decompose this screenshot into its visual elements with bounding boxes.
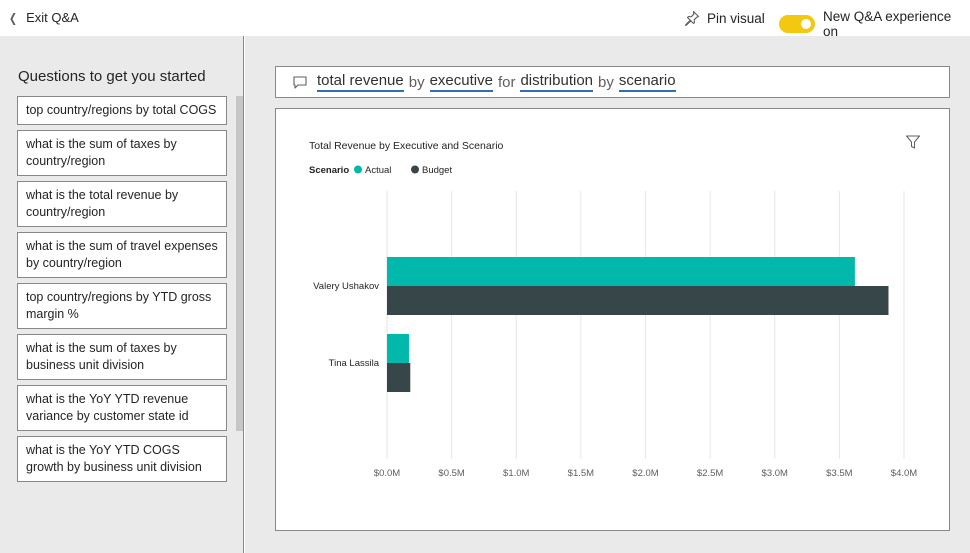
suggested-question[interactable]: what is the sum of travel expenses by co… <box>17 232 227 278</box>
bar-actual <box>387 334 409 363</box>
qna-main-area: total revenue by executive for distribut… <box>245 36 970 553</box>
legend-label-budget: Budget <box>422 165 452 176</box>
bar-budget <box>387 286 889 315</box>
questions-panel: Questions to get you started top country… <box>0 36 244 553</box>
chart-title: Total Revenue by Executive and Scenario <box>309 140 504 152</box>
query-token-scenario[interactable]: scenario <box>618 72 676 92</box>
pin-visual-button[interactable]: Pin visual <box>684 10 765 26</box>
query-word: by <box>408 73 425 91</box>
category-label: Tina Lassila <box>329 358 380 369</box>
question-input[interactable]: total revenue by executive for distribut… <box>275 66 950 98</box>
suggested-question[interactable]: what is the sum of taxes by business uni… <box>17 334 227 380</box>
qna-visual: Total Revenue by Executive and Scenario S… <box>275 108 950 531</box>
new-qna-toggle-group: New Q&A experience on <box>779 9 970 39</box>
legend-title: Scenario <box>309 165 349 176</box>
x-tick-label: $4.0M <box>891 468 917 479</box>
bar-actual <box>387 257 855 286</box>
bar-budget <box>387 363 411 392</box>
x-tick-label: $1.0M <box>503 468 529 479</box>
chevron-left-icon: ❮ <box>9 10 18 25</box>
chat-bubble-icon <box>293 76 307 89</box>
x-tick-label: $2.5M <box>697 468 723 479</box>
suggested-question[interactable]: top country/regions by YTD gross margin … <box>17 283 227 329</box>
toggle-knob <box>800 19 811 29</box>
x-tick-label: $0.0M <box>374 468 400 479</box>
suggested-question[interactable]: what is the YoY YTD revenue variance by … <box>17 385 227 431</box>
pin-visual-label: Pin visual <box>707 10 765 26</box>
x-tick-label: $3.0M <box>762 468 788 479</box>
new-qna-toggle[interactable] <box>779 15 815 33</box>
query-token-distribution[interactable]: distribution <box>520 72 594 92</box>
x-tick-label: $1.5M <box>568 468 594 479</box>
new-qna-toggle-label: New Q&A experience on <box>822 9 952 39</box>
suggested-question[interactable]: what is the total revenue by country/reg… <box>17 181 227 227</box>
exit-qna-label: Exit Q&A <box>26 10 79 25</box>
suggested-question[interactable]: top country/regions by total COGS <box>17 96 227 125</box>
legend-marker-actual <box>354 165 362 174</box>
suggested-question[interactable]: what is the YoY YTD COGS growth by busin… <box>17 436 227 482</box>
filter-icon[interactable] <box>905 134 921 150</box>
query-word: for <box>497 73 516 91</box>
exit-qna-button[interactable]: ❮ Exit Q&A <box>8 10 79 25</box>
questions-panel-title: Questions to get you started <box>18 68 206 85</box>
query-word: by <box>598 73 614 91</box>
x-tick-label: $3.5M <box>826 468 852 479</box>
query-token-executive[interactable]: executive <box>429 72 493 92</box>
bar-chart: Total Revenue by Executive and Scenario S… <box>309 140 917 479</box>
legend-label-actual: Actual <box>365 165 391 176</box>
x-tick-label: $2.0M <box>632 468 658 479</box>
legend-marker-budget <box>411 165 419 174</box>
suggested-question[interactable]: what is the sum of taxes by country/regi… <box>17 130 227 176</box>
questions-scrollbar[interactable] <box>236 96 243 431</box>
category-label: Valery Ushakov <box>313 281 379 292</box>
query-token-total-revenue[interactable]: total revenue <box>317 72 404 92</box>
x-tick-label: $0.5M <box>438 468 464 479</box>
suggested-questions-list: top country/regions by total COGS what i… <box>17 96 227 487</box>
top-bar: ❮ Exit Q&A Pin visual New Q&A experience… <box>0 0 970 39</box>
pin-icon <box>684 10 700 26</box>
